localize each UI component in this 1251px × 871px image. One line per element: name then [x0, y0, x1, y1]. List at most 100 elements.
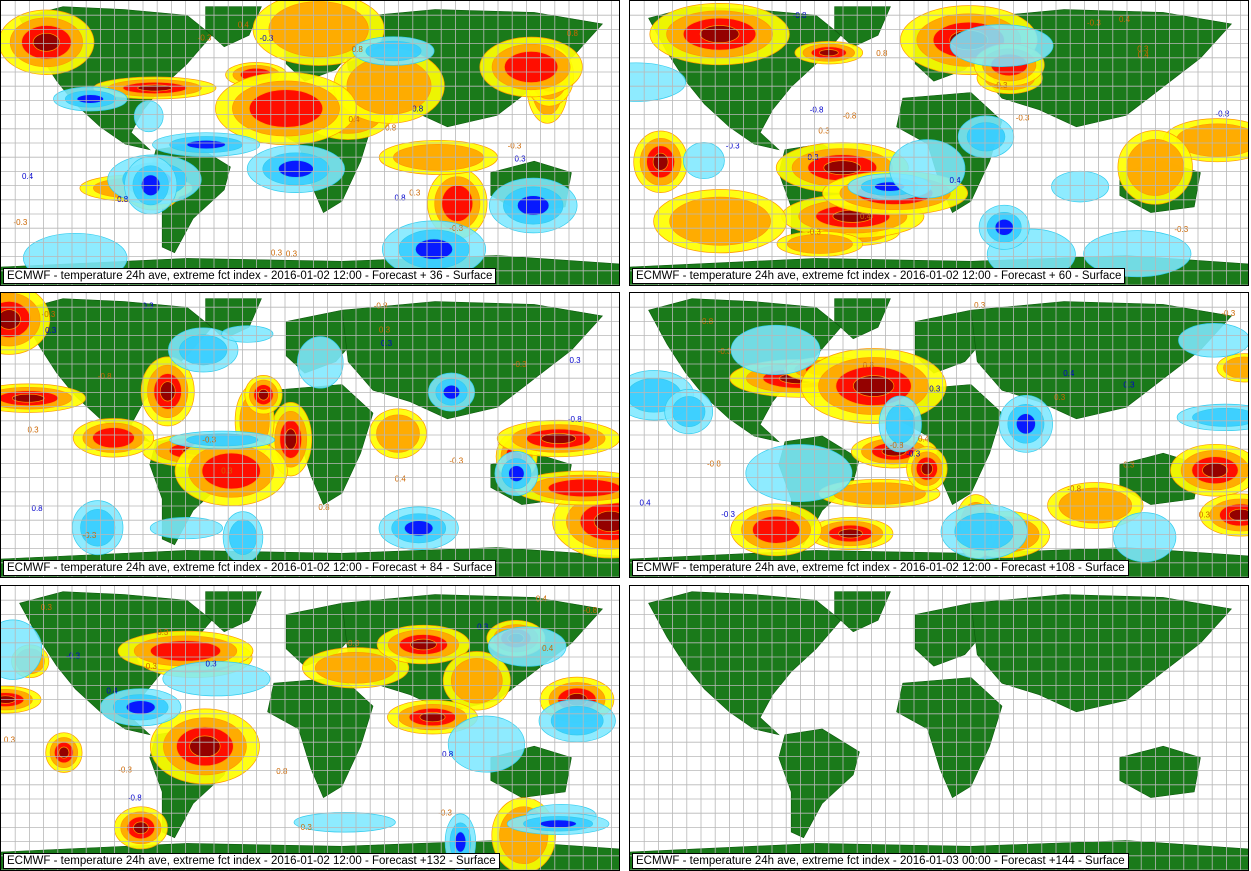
continent-north-america — [19, 298, 213, 443]
contour-value-label: -0.8 — [374, 302, 388, 311]
graticule — [630, 293, 1248, 577]
map-caption-3: ECMWF - temperature 24h ave, extreme fct… — [3, 560, 497, 576]
warm-anomaly-contour — [189, 735, 221, 758]
contour-value-label: 0.3 — [45, 326, 57, 335]
warm-anomaly-contour — [376, 414, 420, 453]
continent-africa — [267, 677, 374, 799]
map-4: 0.4 0.3 -0.8 0.3 -0.8 0.3 -0.3 0.8 -0.3 -0.3 0.3 0.… — [630, 293, 1248, 577]
map-panel-3: 0.3 0.3 -0.3 0.3 -0.3 0.3 0.8 -0.3 -0.3 0.3 0.4 -0.… — [0, 292, 620, 578]
contour-value-label: 0.4 — [1119, 15, 1131, 24]
warm-anomaly-contour — [838, 528, 863, 539]
contour-value-label: -0.3 — [260, 34, 274, 43]
graticule — [1, 586, 619, 870]
cold-anomaly-contour — [539, 819, 577, 829]
graticule — [1, 1, 619, 285]
cold-anomaly-contour — [297, 336, 344, 389]
warm-anomaly-contour — [652, 152, 669, 171]
warm-anomaly-contour — [752, 515, 801, 544]
contour-value-label: 0.3 — [286, 250, 298, 259]
map-3: 0.3 0.3 -0.3 0.3 -0.3 0.3 0.8 -0.3 -0.3 0.3 0.4 -0.… — [1, 293, 619, 577]
map-panel-1: 0.4 0.3 0.8 0.3 0.3 0.3 0.8 0.8 -0.3 0.8 0.4 0.8 0.8… — [0, 0, 620, 286]
contour-value-label: 0.3 — [4, 736, 16, 745]
contour-value-label: -0.3 — [906, 450, 920, 459]
continent-asia — [970, 301, 1232, 420]
graticule — [630, 586, 1248, 870]
contour-value-label: 0.8 — [318, 503, 330, 512]
warm-anomaly-contour — [699, 25, 740, 44]
contour-value-label: 0.8 — [412, 105, 424, 114]
warm-anomaly-contour — [284, 428, 297, 450]
contour-value-label: 0.4 — [349, 115, 361, 124]
contour-value-label: -0.8 — [843, 111, 857, 120]
warm-anomaly-contour — [450, 658, 503, 704]
contour-value-label: 0.4 — [395, 474, 407, 483]
cold-anomaly-contour — [885, 404, 916, 444]
contour-value-label: 0.8 — [395, 194, 407, 203]
cold-anomaly-contour — [415, 238, 453, 260]
warm-anomaly-contour — [419, 712, 446, 723]
contour-value-label: 0.3 — [221, 466, 233, 475]
map-2: -0.3-0.3-0.3-0.8-0.80.3-0.8-0.30.30.30.8… — [630, 1, 1248, 285]
cold-anomaly-contour — [1178, 323, 1248, 358]
contour-value-label: -0.8 — [1067, 485, 1081, 494]
cold-anomaly-contour — [149, 517, 223, 540]
contour-value-label: 0.4 — [542, 644, 554, 653]
cold-anomaly-contour — [487, 626, 567, 667]
warm-anomaly-contour — [32, 32, 61, 52]
warm-anomaly-contour — [1058, 487, 1133, 524]
map-caption-4: ECMWF - temperature 24h ave, extreme fct… — [632, 560, 1129, 576]
warm-anomaly-contour — [1, 309, 21, 330]
cold-anomaly-contour — [76, 94, 104, 104]
map-5: 0.3-0.30.3-0.80.4-0.3-0.30.8-0.30.8-0.30… — [1, 586, 619, 870]
warm-anomaly-contour — [441, 184, 474, 222]
contour-value-label: -0.3 — [198, 34, 212, 43]
warm-anomaly-contour — [92, 427, 135, 449]
contour-value-label: -0.8 — [1216, 110, 1230, 119]
map-caption-6: ECMWF - temperature 24h ave, extreme fct… — [632, 853, 1129, 869]
contour-value-label: 0.4 — [950, 176, 962, 185]
warm-anomaly-contour — [852, 375, 895, 397]
contour-value-label: 0.4 — [1063, 369, 1075, 378]
cold-anomaly-contour — [1113, 512, 1177, 563]
contour-value-label: 0.3 — [929, 385, 941, 394]
contour-value-label: 0.8 — [876, 49, 888, 58]
contour-value-label: 0.3 — [1123, 460, 1135, 469]
cold-anomaly-contour — [447, 715, 525, 773]
contour-value-label: 0.3 — [477, 623, 489, 632]
contour-value-label: 0.3 — [409, 189, 421, 198]
cold-anomaly-contour — [966, 122, 1006, 152]
continent-north-america — [648, 591, 842, 736]
contour-value-label: -0.3 — [42, 310, 56, 319]
warm-anomaly-contour — [1228, 508, 1248, 522]
continent-greenland — [834, 298, 891, 340]
contour-value-label: -0.3 — [1016, 114, 1030, 123]
cold-anomaly-contour — [278, 160, 314, 178]
continent-greenland — [205, 591, 262, 633]
contour-value-label: 0.3 — [271, 249, 283, 258]
map-panel-5: 0.3 -0.3 0.3 -0.8 0.4 -0.3 -0.3 0.8 -0.3 0.8 -0.3 0… — [0, 585, 620, 871]
cold-anomaly-contour — [745, 444, 853, 503]
cold-anomaly-contour — [994, 218, 1014, 236]
contour-value-label: -0.3 — [508, 142, 522, 151]
continent-asia — [341, 301, 603, 420]
contour-value-label: -0.3 — [1174, 225, 1188, 234]
map-caption-5: ECMWF - temperature 24h ave, extreme fct… — [3, 853, 500, 869]
warm-anomaly-contour — [58, 746, 70, 759]
cold-anomaly-contour — [683, 142, 725, 180]
cold-anomaly-contour — [550, 706, 604, 736]
cold-anomaly-contour — [1015, 413, 1036, 435]
contour-value-label: -0.8 — [98, 372, 112, 381]
contour-value-label: -0.3 — [83, 531, 97, 540]
cold-anomaly-contour — [517, 195, 550, 216]
contour-value-label: -0.3 — [718, 347, 732, 356]
contour-value-label: 0.4 — [918, 435, 930, 444]
contour-value-label: 0.3 — [381, 339, 393, 348]
contour-value-label: 0.4 — [22, 172, 34, 181]
cold-anomaly-contour — [365, 40, 422, 62]
warm-anomaly-contour — [786, 233, 853, 254]
contour-value-label: 0.4 — [640, 499, 652, 508]
cold-anomaly-contour — [404, 520, 434, 537]
cold-anomaly-contour — [186, 139, 226, 150]
contour-value-label: -0.3 — [513, 360, 527, 369]
warm-anomaly-contour — [257, 388, 270, 401]
